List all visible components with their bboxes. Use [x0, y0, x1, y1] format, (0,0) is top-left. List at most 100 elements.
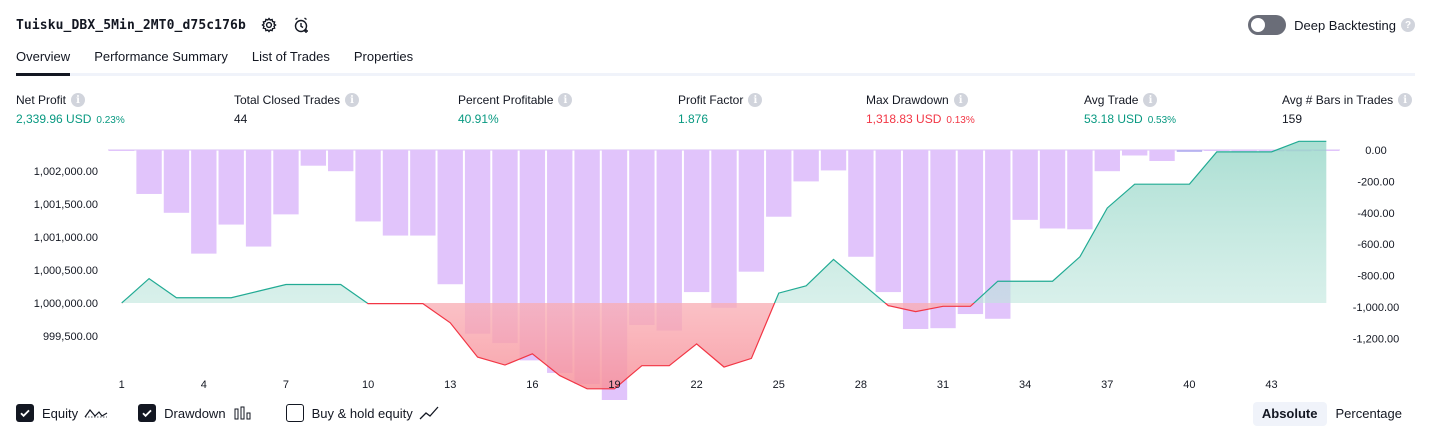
metric-label: Percent Profitable	[458, 93, 554, 107]
drawdown-bar	[957, 150, 984, 315]
info-icon[interactable]: i	[558, 93, 573, 107]
legend-equity[interactable]: Equity	[16, 404, 108, 422]
left-axis-tick: 1,001,500.00	[34, 199, 98, 211]
drawdown-bar	[793, 150, 819, 182]
drawdown-bar	[1094, 150, 1120, 172]
left-axis-tick: 1,000,000.00	[34, 298, 98, 310]
drawdown-bar	[738, 150, 765, 272]
deep-backtesting-label: Deep Backtesting	[1294, 17, 1396, 33]
drawdown-checkbox[interactable]	[138, 404, 157, 422]
metric-label: Max Drawdown	[866, 93, 949, 107]
metric-value: 1.876	[678, 112, 709, 126]
metric-percent-profitable: Percent Profitable i 40.91%	[458, 93, 573, 126]
metric-value: 159	[1282, 112, 1303, 126]
drawdown-bar	[1149, 150, 1175, 161]
metric-total-closed-trades: Total Closed Trades i 44	[234, 93, 360, 126]
deep-backtesting-control: Deep Backtesting ?	[1248, 15, 1415, 35]
x-axis-tick: 1	[119, 379, 125, 391]
info-icon[interactable]: i	[345, 93, 360, 107]
x-axis-tick: 25	[773, 379, 785, 391]
drawdown-bar	[629, 150, 655, 326]
buy-hold-checkbox[interactable]	[285, 404, 304, 422]
x-axis-tick: 4	[201, 379, 207, 391]
metric-avg-bars: Avg # Bars in Trades i 159	[1282, 93, 1413, 126]
drawdown-bars-icon	[234, 406, 251, 420]
left-axis-tick: 1,002,000.00	[34, 166, 98, 178]
display-mode-switch: Absolute Percentage	[1252, 402, 1411, 426]
info-icon[interactable]: i	[1143, 93, 1158, 107]
legend-drawdown[interactable]: Drawdown	[138, 404, 255, 422]
drawdown-bar	[1067, 150, 1093, 230]
equity-drawdown-chart[interactable]: 1,002,000.00 1,001,500.00 1,001,000.00 1,00…	[0, 138, 1431, 400]
right-axis-tick: -1,000.00	[1353, 302, 1399, 314]
metric-label: Profit Factor	[678, 93, 744, 107]
x-axis-tick: 19	[608, 379, 620, 391]
info-icon[interactable]: i	[71, 93, 86, 107]
equity-negative-fill	[121, 303, 1327, 389]
equity-checkbox[interactable]	[16, 404, 34, 422]
drawdown-bar	[109, 150, 135, 151]
x-axis-tick: 37	[1101, 379, 1113, 391]
metric-label: Total Closed Trades	[234, 93, 341, 107]
add-alert-clock-icon[interactable]	[292, 16, 310, 34]
toggle-knob	[1251, 18, 1266, 32]
x-axis-tick: 13	[444, 379, 456, 391]
deep-backtesting-toggle[interactable]	[1248, 15, 1287, 35]
tab-list-of-trades[interactable]: List of Trades	[251, 49, 330, 64]
drawdown-bar	[820, 150, 847, 171]
equity-line	[121, 140, 1327, 303]
mode-absolute[interactable]: Absolute	[1252, 402, 1327, 426]
metric-profit-factor: Profit Factor i 1.876	[678, 93, 763, 126]
tab-properties[interactable]: Properties	[353, 49, 414, 64]
drawdown-bar	[848, 150, 874, 257]
drawdown-bar	[300, 150, 327, 166]
legend-buy-hold[interactable]: Buy & hold equity	[285, 404, 443, 422]
x-axis-tick: 16	[526, 379, 538, 391]
drawdown-bar	[1204, 150, 1230, 151]
metric-value: 53.18 USD	[1084, 112, 1143, 126]
left-axis-tick: 999,500.00	[43, 331, 98, 343]
metric-percent: 0.23%	[96, 115, 125, 126]
x-axis-tick: 10	[362, 379, 374, 391]
x-axis-tick: 7	[283, 379, 289, 391]
right-axis-tick: -200.00	[1357, 176, 1394, 188]
right-axis-tick: -800.00	[1357, 271, 1394, 283]
drawdown-bar	[437, 150, 463, 285]
tab-overview[interactable]: Overview	[16, 46, 71, 76]
metric-net-profit: Net Profit i 2,339.96 USD 0.23%	[16, 93, 125, 126]
mode-percentage[interactable]: Percentage	[1335, 406, 1403, 421]
settings-icon[interactable]	[260, 16, 278, 34]
help-icon[interactable]: ?	[1401, 18, 1415, 32]
drawdown-bar	[273, 150, 299, 215]
drawdown-bar	[683, 150, 710, 293]
metric-label: Avg Trade	[1084, 93, 1139, 107]
info-icon[interactable]: i	[1398, 93, 1413, 107]
right-axis-tick: -600.00	[1357, 239, 1394, 251]
drawdown-bar	[766, 150, 792, 217]
drawdown-bar	[218, 150, 244, 225]
drawdown-bar	[382, 150, 409, 236]
tab-performance-summary[interactable]: Performance Summary	[94, 49, 228, 64]
drawdown-bar	[163, 150, 190, 213]
x-axis-tick: 40	[1183, 379, 1195, 391]
right-axis-tick: 0.00	[1365, 145, 1386, 157]
drawdown-bar	[1039, 150, 1066, 229]
drawdown-bar	[191, 150, 217, 254]
drawdown-bar	[410, 150, 436, 236]
metric-value: 40.91%	[458, 112, 499, 126]
metric-value: 2,339.96 USD	[16, 112, 92, 126]
drawdown-bar	[711, 150, 737, 308]
left-axis-tick: 1,001,000.00	[34, 232, 98, 244]
equity-line-icon	[84, 409, 108, 418]
equity-positive-fill	[121, 141, 1327, 303]
info-icon[interactable]: i	[953, 93, 968, 107]
drawdown-bar	[1121, 150, 1148, 156]
legend-buy-hold-label: Buy & hold equity	[311, 405, 413, 421]
left-axis-tick: 1,000,500.00	[34, 265, 98, 277]
x-axis-tick: 31	[937, 379, 949, 391]
metric-avg-trade: Avg Trade i 53.18 USD 0.53%	[1084, 93, 1176, 126]
info-icon[interactable]: i	[748, 93, 763, 107]
buy-hold-line-icon	[419, 406, 439, 420]
legend-equity-label: Equity	[42, 405, 79, 421]
drawdown-bar	[930, 150, 956, 329]
